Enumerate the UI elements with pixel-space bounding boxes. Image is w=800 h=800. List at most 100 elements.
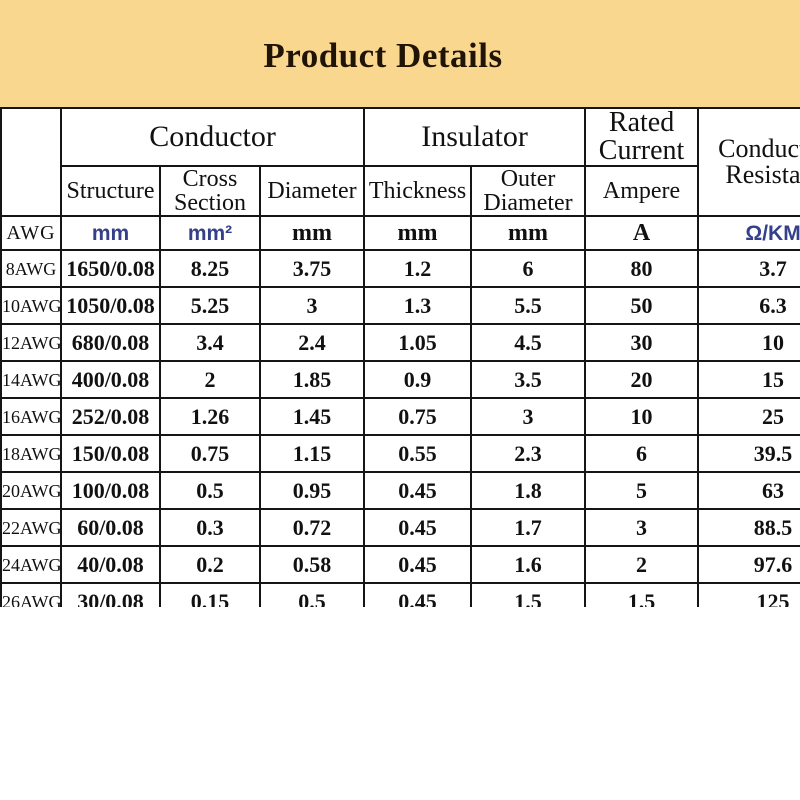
page-title: Product Details xyxy=(263,35,503,75)
data-cell: 0.55 xyxy=(363,434,473,473)
row-label: 14AWG xyxy=(0,360,62,399)
data-cell: 3 xyxy=(470,397,587,436)
row-label: 24AWG xyxy=(0,545,62,584)
data-cell: 2.3 xyxy=(470,434,587,473)
data-cell: 25 xyxy=(697,397,800,436)
data-cell: 0.2 xyxy=(159,545,261,584)
unit-cell-diameter-mm: mm xyxy=(258,215,366,251)
col-header-ampere: Ampere xyxy=(584,165,700,217)
data-cell: 2.4 xyxy=(258,323,366,362)
col-header-thickness: Thickness xyxy=(363,165,473,217)
corner-blank-cell xyxy=(0,107,62,217)
col-header-outer-diameter: Outer Diameter xyxy=(470,165,587,217)
data-cell: 60/0.08 xyxy=(60,508,161,547)
data-cell: 125 xyxy=(697,582,800,607)
data-cell: 0.9 xyxy=(363,360,473,399)
data-cell: 1.6 xyxy=(470,545,587,584)
table-row: 10AWG 1050/0.08 5.25 3 1.3 5.5 50 6.3 xyxy=(0,286,800,325)
data-cell: 0.15 xyxy=(159,582,261,607)
data-cell: 6 xyxy=(584,434,700,473)
data-cell: 0.58 xyxy=(258,545,366,584)
unit-cell-awg: AWG xyxy=(0,215,62,251)
data-cell: 3.5 xyxy=(470,360,587,399)
data-cell: 1.3 xyxy=(363,286,473,325)
data-cell: 10 xyxy=(584,397,700,436)
spec-table: Conductor Insulator Rated Current Conduc… xyxy=(0,107,800,607)
unit-cell-structure-mm: mm xyxy=(60,215,161,251)
table-row: 22AWG 60/0.08 0.3 0.72 0.45 1.7 3 88.5 xyxy=(0,508,800,547)
row-label: 26AWG xyxy=(0,582,62,607)
row-label: 12AWG xyxy=(0,323,62,362)
data-cell: 15 xyxy=(697,360,800,399)
group-header-insulator: Insulator xyxy=(363,107,587,167)
row-label: 22AWG xyxy=(0,508,62,547)
data-cell: 1.26 xyxy=(159,397,261,436)
row-label: 20AWG xyxy=(0,471,62,510)
unit-cell-ampere-a: A xyxy=(584,215,700,251)
data-cell: 1.8 xyxy=(470,471,587,510)
unit-cell-resistance-ohm-km: Ω/KM xyxy=(697,215,800,251)
data-cell: 39.5 xyxy=(697,434,800,473)
data-cell: 40/0.08 xyxy=(60,545,161,584)
col-header-structure: Structure xyxy=(60,165,161,217)
data-cell: 0.95 xyxy=(258,471,366,510)
data-cell: 30 xyxy=(584,323,700,362)
data-cell: 400/0.08 xyxy=(60,360,161,399)
table-row: 8AWG 1650/0.08 8.25 3.75 1.2 6 80 3.7 xyxy=(0,249,800,288)
data-cell: 97.6 xyxy=(697,545,800,584)
data-cell: 252/0.08 xyxy=(60,397,161,436)
data-cell: 1.5 xyxy=(470,582,587,607)
data-cell: 88.5 xyxy=(697,508,800,547)
data-cell: 8.25 xyxy=(159,249,261,288)
data-cell: 1.7 xyxy=(470,508,587,547)
col-header-diameter: Diameter xyxy=(258,165,366,217)
data-cell: 100/0.08 xyxy=(60,471,161,510)
data-cell: 4.5 xyxy=(470,323,587,362)
data-cell: 0.45 xyxy=(363,471,473,510)
row-label: 8AWG xyxy=(0,249,62,288)
data-cell: 5 xyxy=(584,471,700,510)
unit-cell-outer-diameter-mm: mm xyxy=(470,215,587,251)
data-cell: 3.7 xyxy=(697,249,800,288)
unit-cell-thickness-mm: mm xyxy=(363,215,473,251)
data-cell: 150/0.08 xyxy=(60,434,161,473)
data-cell: 5.25 xyxy=(159,286,261,325)
table-row: 16AWG 252/0.08 1.26 1.45 0.75 3 10 25 xyxy=(0,397,800,436)
data-cell: 1.2 xyxy=(363,249,473,288)
data-cell: 0.72 xyxy=(258,508,366,547)
data-cell: 2 xyxy=(159,360,261,399)
data-cell: 3 xyxy=(258,286,366,325)
group-header-rated-current: Rated Current xyxy=(584,107,700,167)
data-cell: 63 xyxy=(697,471,800,510)
data-cell: 1650/0.08 xyxy=(60,249,161,288)
data-cell: 10 xyxy=(697,323,800,362)
data-cell: 6 xyxy=(470,249,587,288)
table-row: 24AWG 40/0.08 0.2 0.58 0.45 1.6 2 97.6 xyxy=(0,545,800,584)
data-cell: 1.85 xyxy=(258,360,366,399)
data-cell: 3.75 xyxy=(258,249,366,288)
data-cell: 1.45 xyxy=(258,397,366,436)
data-cell: 80 xyxy=(584,249,700,288)
data-cell: 20 xyxy=(584,360,700,399)
data-cell: 3.4 xyxy=(159,323,261,362)
data-cell: 1.05 xyxy=(363,323,473,362)
data-cell: 5.5 xyxy=(470,286,587,325)
row-label: 18AWG xyxy=(0,434,62,473)
row-label: 16AWG xyxy=(0,397,62,436)
table-row: 26AWG 30/0.08 0.15 0.5 0.45 1.5 1.5 125 xyxy=(0,582,800,607)
data-cell: 0.5 xyxy=(258,582,366,607)
unit-cell-cross-section-mm2: mm² xyxy=(159,215,261,251)
data-cell: 680/0.08 xyxy=(60,323,161,362)
table-row: 12AWG 680/0.08 3.4 2.4 1.05 4.5 30 10 xyxy=(0,323,800,362)
data-cell: 0.45 xyxy=(363,582,473,607)
table-row: 14AWG 400/0.08 2 1.85 0.9 3.5 20 15 xyxy=(0,360,800,399)
data-cell: 1.15 xyxy=(258,434,366,473)
data-cell: 0.75 xyxy=(363,397,473,436)
table-row: 20AWG 100/0.08 0.5 0.95 0.45 1.8 5 63 xyxy=(0,471,800,510)
data-cell: 30/0.08 xyxy=(60,582,161,607)
data-cell: 3 xyxy=(584,508,700,547)
data-cell: 50 xyxy=(584,286,700,325)
data-cell: 0.45 xyxy=(363,545,473,584)
spec-table-wrap: Conductor Insulator Rated Current Conduc… xyxy=(0,107,800,607)
col-header-cross-section: Cross Section xyxy=(159,165,261,217)
